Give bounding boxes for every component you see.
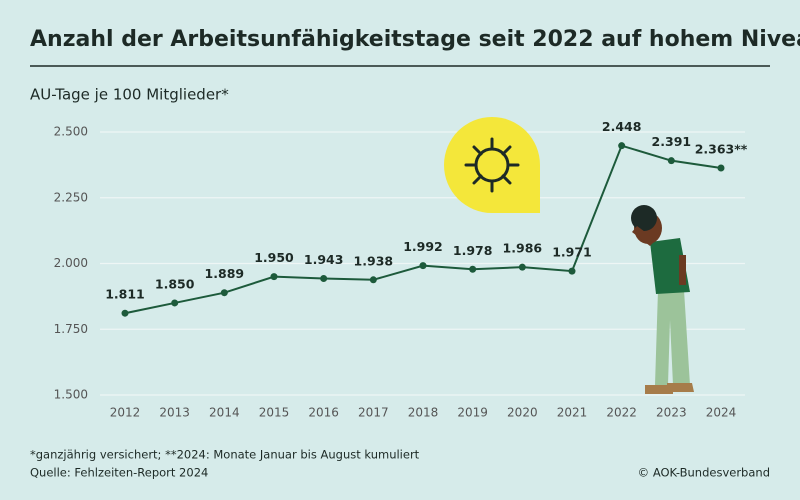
value-label: 2.363** <box>695 142 748 157</box>
y-tick-label: 2.000 <box>54 256 88 270</box>
value-label: 1.811 <box>105 287 145 302</box>
x-tick-label: 2014 <box>209 406 240 420</box>
plot: 1.500 1.750 2.000 2.250 2.500 2012 2013 2014 201… <box>54 119 748 419</box>
chart-title: Anzahl der Arbeitsunfähigkeitstage seit … <box>30 27 800 52</box>
point <box>667 157 675 165</box>
value-label: 1.938 <box>354 253 394 268</box>
point <box>121 309 129 317</box>
footnote: *ganzjährig versichert; **2024: Monate J… <box>30 448 420 462</box>
y-axis-label: AU-Tage je 100 Mitglieder* <box>30 86 229 104</box>
value-label: 2.448 <box>602 119 642 134</box>
virus-icon <box>444 117 540 213</box>
x-tick-label: 2018 <box>408 406 439 420</box>
point <box>220 289 228 297</box>
y-tick-label: 1.500 <box>54 388 88 402</box>
credit: © AOK-Bundesverband <box>638 466 770 480</box>
x-tick-label: 2020 <box>507 406 538 420</box>
value-label: 1.978 <box>453 243 493 258</box>
point <box>171 299 179 307</box>
x-tick-label: 2017 <box>358 406 389 420</box>
value-label: 2.391 <box>652 134 692 149</box>
value-label: 1.986 <box>503 241 543 256</box>
x-tick-label: 2016 <box>308 406 339 420</box>
value-label: 1.992 <box>403 239 443 254</box>
y-tick-label: 2.250 <box>54 190 88 204</box>
point <box>369 276 377 284</box>
y-tick-label: 2.500 <box>54 125 88 139</box>
point <box>419 262 427 270</box>
source: Quelle: Fehlzeiten-Report 2024 <box>30 466 208 480</box>
x-tick-label: 2013 <box>159 406 190 420</box>
y-tick-label: 1.750 <box>54 322 88 336</box>
point <box>320 274 328 282</box>
x-tick-label: 2015 <box>259 406 290 420</box>
value-label: 1.950 <box>254 250 294 265</box>
point <box>717 164 725 172</box>
value-label: 1.943 <box>304 252 344 267</box>
value-label: 1.850 <box>155 276 195 291</box>
person-illustration <box>631 205 694 394</box>
x-tick-label: 2023 <box>656 406 687 420</box>
point <box>270 273 278 281</box>
point <box>469 265 477 273</box>
point <box>568 267 576 275</box>
x-tick-label: 2012 <box>110 406 141 420</box>
x-tick-label: 2022 <box>606 406 637 420</box>
x-tick-label: 2024 <box>706 406 737 420</box>
x-tick-label: 2021 <box>557 406 588 420</box>
value-label: 1.971 <box>552 245 592 260</box>
x-tick-label: 2019 <box>457 406 488 420</box>
point <box>618 142 626 150</box>
point <box>518 263 526 271</box>
value-label: 1.889 <box>205 266 245 281</box>
